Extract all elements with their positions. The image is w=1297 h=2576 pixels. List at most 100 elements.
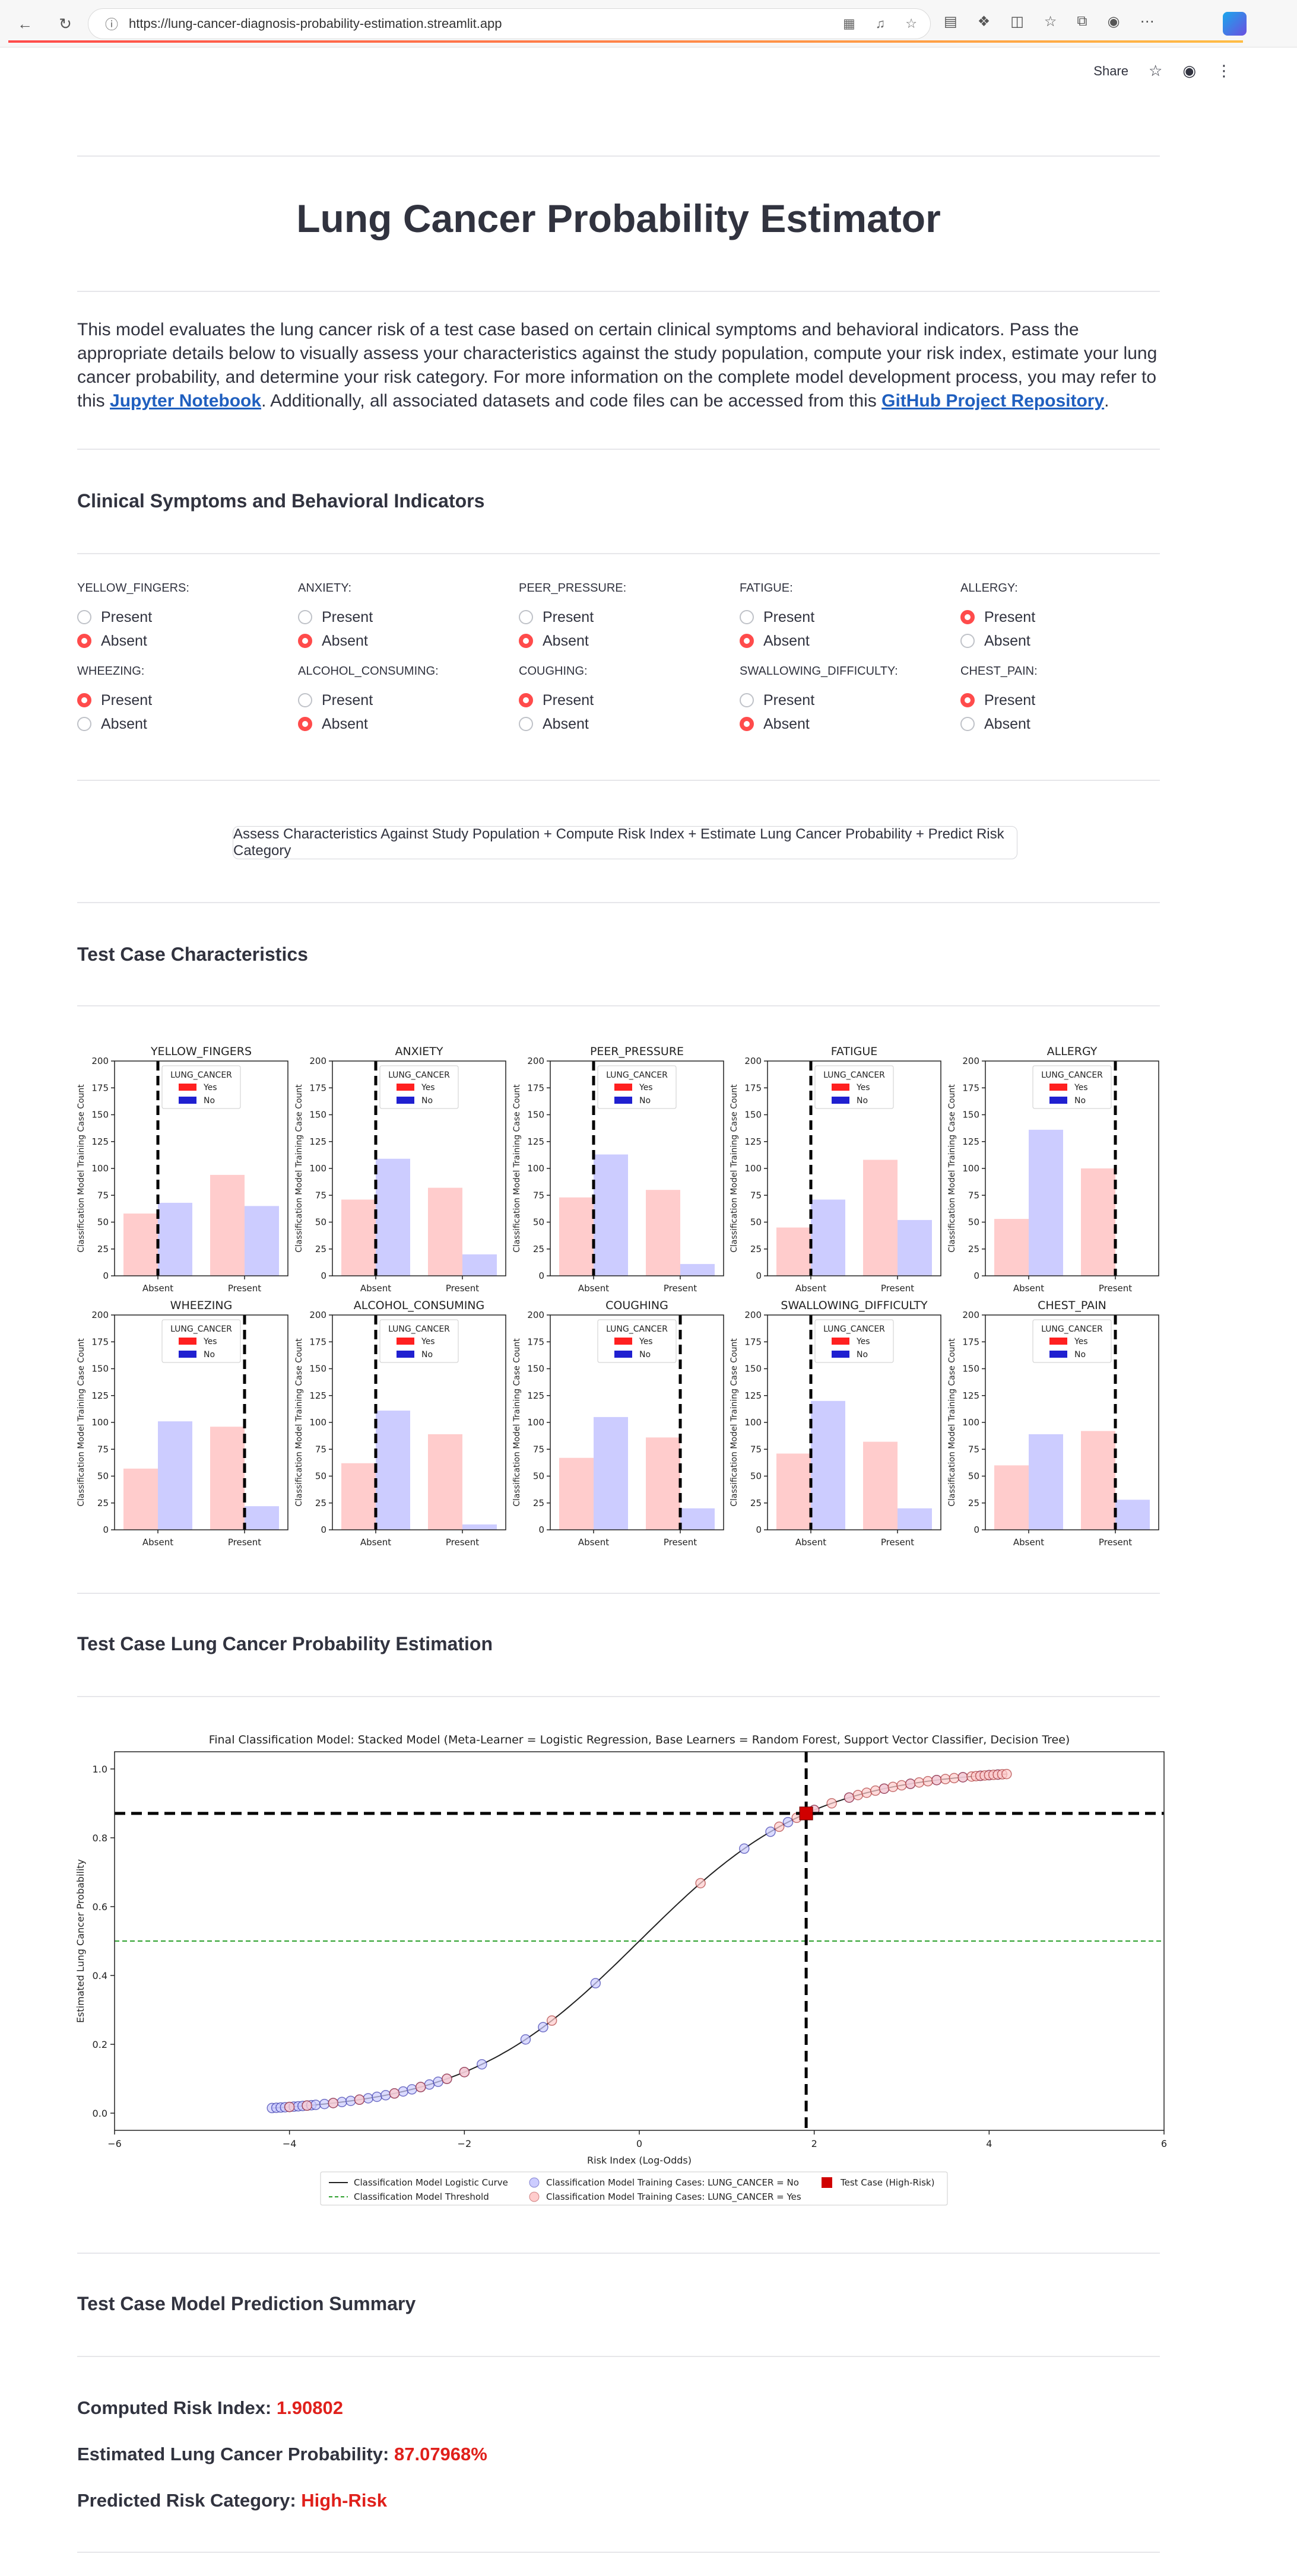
radio-option-absent[interactable]: Absent	[298, 629, 488, 653]
split-screen-icon[interactable]: ◫	[1010, 14, 1024, 30]
browser-toolbar: ← ↻ ⓘ https://lung-cancer-diagnosis-prob…	[0, 0, 1297, 47]
bar-no	[158, 1202, 192, 1276]
browser-essentials-icon[interactable]: ▤	[944, 14, 957, 30]
y-tick-label: 175	[962, 1082, 979, 1093]
radio-option-present[interactable]: Present	[519, 605, 709, 629]
radio-option-absent[interactable]: Absent	[960, 712, 1150, 736]
radio-button[interactable]	[740, 717, 754, 731]
radio-button[interactable]	[298, 634, 312, 648]
y-tick-label: 0.8	[93, 1832, 107, 1844]
back-icon[interactable]: ←	[17, 14, 33, 33]
radio-button[interactable]	[519, 693, 533, 707]
collections-icon[interactable]: ⧉	[1077, 13, 1087, 29]
radio-option-absent[interactable]: Absent	[960, 629, 1150, 653]
radio-option-absent[interactable]: Absent	[519, 712, 709, 736]
radio-group-wheezing: WHEEZING: Present Absent	[77, 665, 267, 736]
radio-button[interactable]	[740, 610, 754, 624]
github-repo-link[interactable]: GitHub Project Repository	[881, 391, 1105, 411]
radio-option-present[interactable]: Present	[740, 688, 930, 712]
training-point-yes	[459, 2067, 470, 2078]
radio-button[interactable]	[77, 634, 91, 648]
radio-button[interactable]	[519, 634, 533, 648]
radio-button[interactable]	[519, 610, 533, 624]
radio-button[interactable]	[298, 717, 312, 731]
legend-label-curve: Classification Model Logistic Curve	[354, 2177, 508, 2188]
bar-yes	[341, 1199, 376, 1276]
url-text[interactable]: https://lung-cancer-diagnosis-probabilit…	[129, 16, 502, 31]
y-tick-label: 50	[968, 1471, 979, 1482]
x-tick-label: 2	[811, 2138, 817, 2149]
workspace-icon[interactable]: ◉	[1107, 14, 1120, 30]
legend-swatch-yes	[529, 2191, 540, 2202]
share-button[interactable]: Share	[1093, 63, 1128, 78]
app-header: Share ☆ ◉ ⋮	[1093, 62, 1232, 80]
extensions-icon[interactable]: ❖	[977, 14, 991, 30]
y-axis-label: Classification Model Training Case Count	[947, 1084, 957, 1253]
radio-option-present[interactable]: Present	[298, 688, 488, 712]
y-axis-label: Estimated Lung Cancer Probability	[75, 1859, 86, 2023]
chart-panel-title: YELLOW_FINGERS	[150, 1045, 252, 1058]
refresh-icon[interactable]: ↻	[59, 14, 72, 33]
radio-button[interactable]	[740, 634, 754, 648]
divider	[77, 2356, 1160, 2357]
jupyter-notebook-link[interactable]: Jupyter Notebook	[110, 391, 262, 411]
legend-swatch-yes	[397, 1084, 414, 1091]
y-tick-label: 175	[309, 1082, 326, 1093]
radio-button[interactable]	[77, 717, 91, 731]
legend-swatch-test	[822, 2177, 832, 2188]
radio-button[interactable]	[298, 693, 312, 707]
training-point-no	[590, 1978, 601, 1989]
radio-option-absent[interactable]: Absent	[740, 629, 930, 653]
y-tick-label: 50	[315, 1471, 326, 1482]
divider	[77, 553, 1160, 554]
divider	[77, 780, 1160, 781]
radio-option-present[interactable]: Present	[519, 688, 709, 712]
radio-group-yellow-fingers: YELLOW_FINGERS: Present Absent	[77, 582, 267, 653]
more-menu-icon[interactable]: ⋯	[1140, 14, 1155, 30]
read-aloud-icon[interactable]: ♫	[875, 16, 886, 31]
radio-group-fatigue: FATIGUE: Present Absent	[740, 582, 930, 653]
radio-option-absent[interactable]: Absent	[519, 629, 709, 653]
favorite-star-icon[interactable]: ☆	[905, 16, 917, 31]
radio-option-absent[interactable]: Absent	[77, 629, 267, 653]
y-tick-label: 75	[750, 1444, 762, 1454]
chart-panel-title: ALCOHOL_CONSUMING	[354, 1299, 484, 1312]
radio-option-present[interactable]: Present	[960, 688, 1150, 712]
kebab-menu-icon[interactable]: ⋮	[1216, 62, 1232, 80]
radio-option-present[interactable]: Present	[77, 688, 267, 712]
radio-button[interactable]	[960, 610, 975, 624]
radio-button[interactable]	[960, 693, 975, 707]
radio-option-label: Present	[101, 608, 153, 625]
github-icon[interactable]: ◉	[1182, 62, 1196, 80]
divider	[77, 2552, 1160, 2553]
y-tick-label: 0.6	[93, 1901, 107, 1913]
training-point-no	[765, 1827, 776, 1837]
radio-button[interactable]	[77, 610, 91, 624]
address-bar[interactable]: ⓘ https://lung-cancer-diagnosis-probabil…	[88, 8, 931, 39]
radio-button[interactable]	[519, 717, 533, 731]
radio-button[interactable]	[960, 717, 975, 731]
app-available-icon[interactable]: ▦	[842, 16, 855, 31]
radio-option-present[interactable]: Present	[298, 605, 488, 629]
training-point-no	[302, 2100, 312, 2111]
radio-button[interactable]	[740, 693, 754, 707]
radio-option-present[interactable]: Present	[960, 605, 1150, 629]
radio-option-absent[interactable]: Absent	[298, 712, 488, 736]
radio-button[interactable]	[298, 610, 312, 624]
favorites-icon[interactable]: ☆	[1044, 14, 1057, 30]
radio-option-present[interactable]: Present	[77, 605, 267, 629]
radio-option-absent[interactable]: Absent	[740, 712, 930, 736]
y-tick-label: 25	[533, 1498, 544, 1508]
radio-button[interactable]	[77, 693, 91, 707]
copilot-icon[interactable]	[1223, 12, 1247, 36]
assess-button[interactable]: Assess Characteristics Against Study Pop…	[233, 826, 1017, 859]
chart-panel-title: FATIGUE	[831, 1045, 878, 1058]
chart-panel-allergy: ALLERGY Absent Present 0 25 50 75 100 125 150 175 2…	[947, 1045, 1159, 1294]
star-icon[interactable]: ☆	[1149, 62, 1163, 80]
radio-group-allergy: ALLERGY: Present Absent	[960, 582, 1150, 653]
radio-button[interactable]	[960, 634, 975, 648]
training-point-yes	[284, 2101, 295, 2113]
site-info-icon[interactable]: ⓘ	[105, 17, 119, 32]
radio-option-present[interactable]: Present	[740, 605, 930, 629]
radio-option-absent[interactable]: Absent	[77, 712, 267, 736]
